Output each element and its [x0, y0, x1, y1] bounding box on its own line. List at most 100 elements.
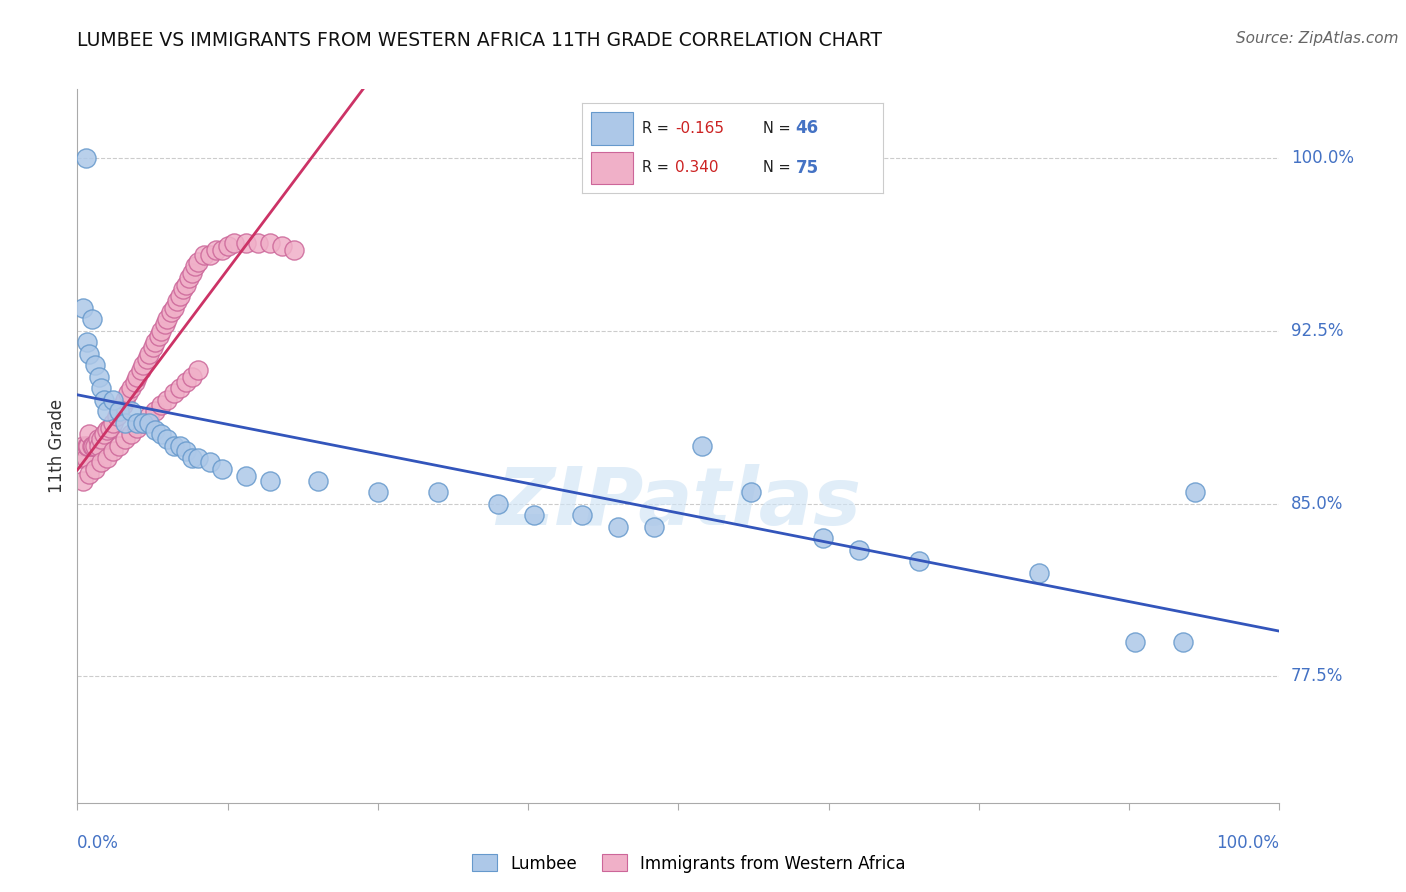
Point	[96, 404, 118, 418]
Point	[427, 485, 450, 500]
Point	[1173, 634, 1195, 648]
Point	[162, 386, 184, 401]
Point	[80, 439, 103, 453]
Point	[162, 439, 184, 453]
Point	[169, 381, 191, 395]
Point	[96, 450, 118, 465]
Point	[193, 248, 215, 262]
Text: 85.0%: 85.0%	[1291, 494, 1343, 513]
Point	[87, 370, 110, 384]
Point	[222, 236, 245, 251]
Point	[607, 519, 630, 533]
Point	[103, 392, 125, 407]
Point	[148, 328, 170, 343]
Point	[108, 404, 131, 418]
Point	[132, 359, 155, 373]
Point	[180, 370, 202, 384]
Point	[76, 335, 98, 350]
Point	[204, 244, 226, 258]
Text: 0.0%: 0.0%	[77, 834, 120, 852]
Point	[145, 404, 167, 418]
Point	[129, 363, 152, 377]
Point	[96, 423, 118, 437]
Point	[186, 363, 209, 377]
Point	[90, 432, 112, 446]
Point	[72, 439, 94, 453]
Y-axis label: 11th Grade: 11th Grade	[48, 399, 66, 493]
Point	[84, 439, 107, 453]
Point	[643, 519, 665, 533]
Point	[811, 531, 834, 545]
Point	[179, 271, 201, 285]
Point	[145, 335, 167, 350]
Point	[82, 439, 104, 453]
Point	[136, 351, 159, 366]
Point	[150, 324, 173, 338]
Point	[692, 439, 714, 453]
Point	[172, 283, 194, 297]
Text: 92.5%: 92.5%	[1291, 322, 1343, 340]
Point	[142, 340, 165, 354]
Point	[105, 409, 128, 423]
Point	[145, 423, 167, 437]
Point	[77, 439, 100, 453]
Point	[1184, 485, 1206, 500]
Text: LUMBEE VS IMMIGRANTS FROM WESTERN AFRICA 11TH GRADE CORRELATION CHART: LUMBEE VS IMMIGRANTS FROM WESTERN AFRICA…	[77, 31, 883, 50]
Point	[76, 439, 98, 453]
Point	[127, 370, 149, 384]
Point	[908, 554, 931, 568]
Point	[211, 462, 233, 476]
Point	[103, 443, 125, 458]
Text: 77.5%: 77.5%	[1291, 667, 1343, 685]
Point	[103, 416, 125, 430]
Point	[153, 317, 176, 331]
Point	[1028, 566, 1050, 580]
Point	[93, 392, 115, 407]
Point	[160, 305, 183, 319]
Point	[235, 236, 257, 251]
Point	[132, 416, 155, 430]
Point	[740, 485, 762, 500]
Point	[571, 508, 593, 522]
Point	[127, 416, 149, 430]
Point	[156, 432, 179, 446]
Point	[108, 439, 131, 453]
Point	[120, 427, 142, 442]
Point	[270, 238, 292, 252]
Point	[120, 381, 142, 395]
Point	[211, 244, 233, 258]
Point	[156, 312, 179, 326]
Point	[186, 450, 209, 465]
Point	[120, 404, 142, 418]
Point	[180, 266, 202, 280]
Point	[180, 450, 202, 465]
Point	[486, 497, 509, 511]
Point	[93, 427, 115, 442]
Text: 100.0%: 100.0%	[1291, 149, 1354, 168]
Point	[367, 485, 389, 500]
Point	[186, 255, 209, 269]
Point	[184, 260, 207, 274]
Text: Source: ZipAtlas.com: Source: ZipAtlas.com	[1236, 31, 1399, 46]
Point	[174, 277, 197, 292]
Point	[72, 474, 94, 488]
Point	[90, 381, 112, 395]
Point	[98, 420, 121, 434]
Point	[127, 420, 149, 434]
Point	[114, 392, 136, 407]
Point	[79, 347, 101, 361]
Text: ZIPatlas: ZIPatlas	[496, 464, 860, 542]
Point	[80, 312, 103, 326]
Point	[523, 508, 546, 522]
Point	[117, 386, 139, 401]
Point	[72, 301, 94, 315]
Point	[307, 474, 329, 488]
Point	[75, 450, 97, 465]
Point	[138, 409, 160, 423]
Point	[84, 462, 107, 476]
Point	[70, 450, 93, 465]
Text: 100.0%: 100.0%	[1216, 834, 1279, 852]
Point	[75, 151, 97, 165]
Point	[150, 398, 173, 412]
Point	[124, 375, 146, 389]
